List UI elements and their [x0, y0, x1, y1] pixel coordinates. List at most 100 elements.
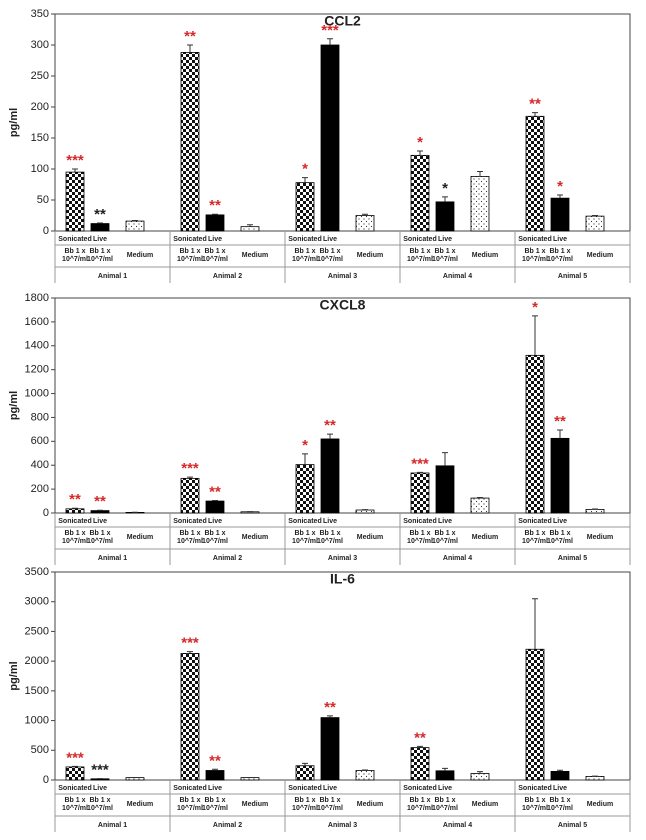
error-bar [302, 762, 308, 766]
series-label: Medium [587, 252, 613, 259]
series-detail: Bb 1 x [294, 797, 315, 804]
significance: ** [414, 729, 426, 746]
y-tick-label: 3000 [25, 596, 49, 608]
series-detail: 10^7/ml [177, 255, 203, 263]
error-bar [212, 213, 218, 215]
plot-frame [54, 571, 631, 781]
series-label: Sonicated [288, 236, 321, 243]
error-bar [72, 507, 78, 509]
y-tick-label: 1400 [25, 340, 49, 352]
bar [410, 472, 430, 514]
error-bar [362, 213, 368, 216]
bar [295, 182, 315, 232]
significance: * [417, 134, 423, 151]
significance: ** [69, 491, 81, 508]
series-detail: 10^7/ml [547, 537, 573, 545]
series-detail: 10^7/ml [547, 255, 573, 263]
series-detail: Bb 1 x [294, 248, 315, 255]
series-detail: 10^7/ml [87, 537, 113, 545]
group-label: Animal 5 [558, 555, 587, 562]
series-label: Sonicated [403, 518, 436, 525]
series-label: Sonicated [58, 785, 91, 792]
error-bar [302, 177, 308, 183]
bar [90, 223, 110, 232]
series-detail: Bb 1 x [204, 797, 225, 804]
significance: *** [321, 22, 339, 39]
bar [65, 171, 85, 232]
series-label: Medium [587, 801, 613, 808]
error-bar [477, 496, 483, 499]
series-detail: 10^7/ml [87, 804, 113, 812]
group-label: Animal 1 [98, 822, 127, 829]
series-label: Live [438, 518, 452, 525]
series-detail: 10^7/ml [317, 255, 343, 263]
series-detail: Bb 1 x [204, 530, 225, 537]
error-bar [97, 222, 103, 224]
y-tick-label: 1200 [25, 364, 49, 376]
bar [125, 777, 145, 781]
bar [355, 215, 375, 232]
significance: *** [91, 762, 109, 779]
bar [470, 497, 490, 514]
series-detail: 10^7/ml [62, 255, 88, 263]
series-label: Live [208, 518, 222, 525]
plot-frame [54, 297, 631, 514]
bar [320, 438, 340, 514]
series-label: Live [323, 785, 337, 792]
bar [585, 509, 605, 514]
significance: ** [209, 752, 221, 769]
bar [295, 765, 315, 781]
series-detail: 10^7/ml [407, 255, 433, 263]
series-detail: 10^7/ml [407, 537, 433, 545]
series-detail: Bb 1 x [179, 530, 200, 537]
series-label: Sonicated [173, 236, 206, 243]
error-bar [302, 453, 308, 465]
y-tick-label: 300 [31, 39, 49, 51]
series-detail: Bb 1 x [64, 797, 85, 804]
series-detail: Bb 1 x [179, 248, 200, 255]
series-detail: 10^7/ml [547, 804, 573, 812]
bar [205, 770, 225, 781]
series-label: Medium [127, 534, 153, 541]
y-axis-label: pg/ml [8, 661, 20, 690]
plot-frame [54, 13, 631, 232]
group-label: Animal 2 [213, 273, 242, 280]
y-tick-label: 1800 [25, 292, 49, 304]
group-label: Animal 2 [213, 555, 242, 562]
series-detail: Bb 1 x [204, 248, 225, 255]
significance: *** [66, 152, 84, 169]
series-detail: Bb 1 x [409, 530, 430, 537]
series-label: Sonicated [518, 518, 551, 525]
group-label: Animal 3 [328, 822, 357, 829]
bar [240, 777, 260, 781]
series-label: Live [93, 236, 107, 243]
significance: * [302, 161, 308, 178]
error-bar [442, 196, 448, 202]
group-label: Animal 3 [328, 555, 357, 562]
bar [295, 464, 315, 514]
error-bar [532, 598, 538, 650]
series-detail: 10^7/ml [522, 537, 548, 545]
y-axis-label: pg/ml [8, 391, 20, 420]
error-bar [417, 745, 423, 748]
series-label: Sonicated [288, 518, 321, 525]
y-tick-label: 600 [31, 435, 49, 447]
significance: ** [324, 417, 336, 434]
y-tick-label: 400 [31, 459, 49, 471]
series-detail: 10^7/ml [202, 255, 228, 263]
series-detail: 10^7/ml [317, 537, 343, 545]
series-label: Medium [127, 252, 153, 259]
significance: ** [94, 206, 106, 223]
y-tick-label: 200 [31, 483, 49, 495]
series-detail: 10^7/ml [202, 804, 228, 812]
error-bar [417, 150, 423, 156]
error-bar [557, 769, 563, 772]
bar [435, 201, 455, 232]
series-label: Live [208, 236, 222, 243]
bar [65, 508, 85, 514]
series-detail: Bb 1 x [294, 530, 315, 537]
bar [435, 465, 455, 514]
series-label: Medium [587, 534, 613, 541]
bar [320, 44, 340, 232]
